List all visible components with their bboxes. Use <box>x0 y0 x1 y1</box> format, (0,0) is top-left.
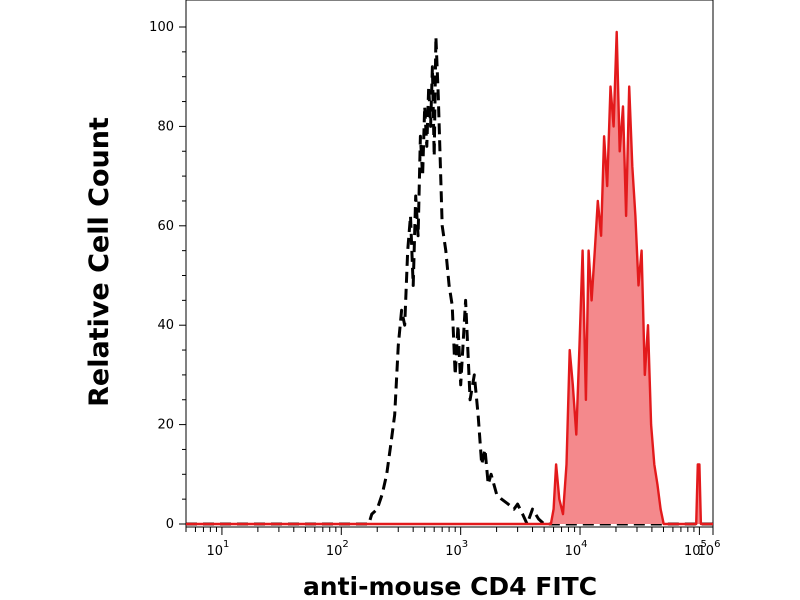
x-tick-label: 104 <box>565 539 588 559</box>
y-axis-ticks: 0 20 40 60 80 100 <box>149 20 186 532</box>
y-tick-label: 40 <box>157 318 174 333</box>
x-tick-label: 101 <box>206 539 229 559</box>
series-1-fill <box>186 32 713 524</box>
y-tick-label: 0 <box>166 517 174 532</box>
y-tick-label: 100 <box>149 20 174 35</box>
x-axis-title: anti-mouse CD4 FITC <box>303 572 597 600</box>
x-axis-minor-ticks <box>185 527 695 532</box>
y-tick-label: 80 <box>157 119 174 134</box>
y-tick-label: 60 <box>157 219 174 234</box>
y-axis-minor-ticks <box>182 51 186 500</box>
x-tick-label: 103 <box>445 539 468 559</box>
y-axis-title: Relative Cell Count <box>84 117 115 407</box>
series-0-line <box>186 35 713 526</box>
series-layer <box>186 30 713 526</box>
series-1-line <box>186 30 713 526</box>
y-tick-label: 20 <box>157 418 174 433</box>
x-tick-label: 102 <box>326 539 349 559</box>
